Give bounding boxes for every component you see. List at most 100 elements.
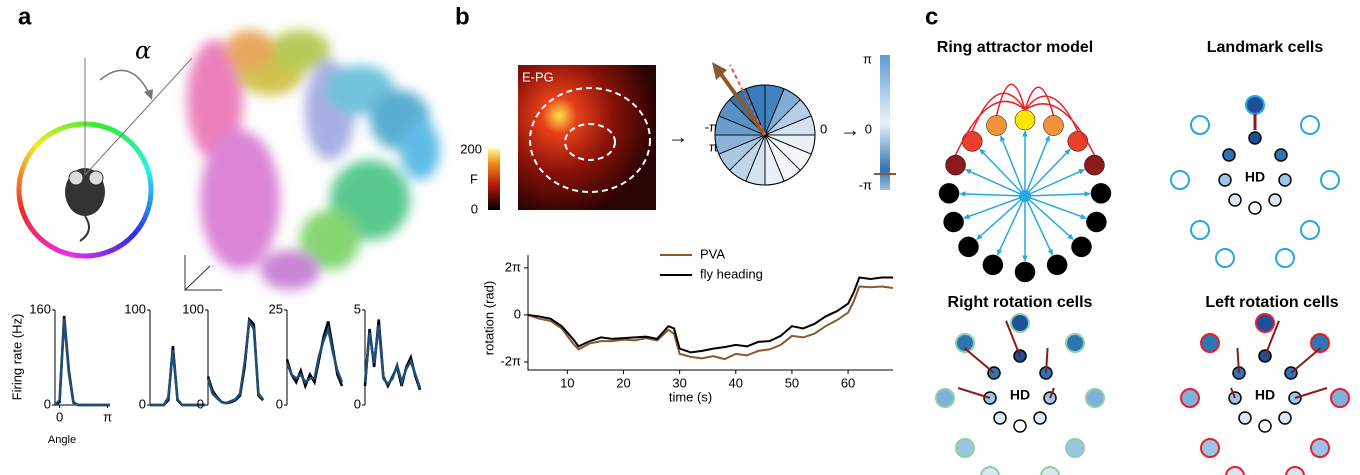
polar-sector (745, 84, 766, 136)
neuron (1046, 254, 1068, 276)
excitation (995, 83, 1026, 116)
neuron (1090, 183, 1112, 204)
outer-cell (1275, 248, 1295, 268)
y-tick-label: 0 (139, 396, 146, 411)
panel-label: b (455, 3, 470, 30)
y-tick-label: 0 (197, 396, 204, 411)
direction-line (84, 57, 193, 176)
outer-cell (1255, 313, 1275, 333)
inner-cell (1222, 148, 1236, 162)
cloud-blob (225, 30, 275, 70)
x-tick-label: 20 (616, 375, 630, 390)
arrow-head (1022, 255, 1028, 262)
diagram-title: Right rotation cells (948, 294, 1093, 311)
inner-cell (1248, 131, 1262, 145)
connection (1001, 138, 1026, 197)
inner-cell (1218, 173, 1232, 187)
neuron (958, 236, 979, 258)
outer-cell (1200, 438, 1220, 458)
inner-cell (1274, 148, 1288, 162)
outer-cell (1300, 220, 1320, 240)
neuron (1043, 115, 1064, 136)
outer-cell (1190, 115, 1210, 135)
angle-arrow (99, 69, 151, 96)
neuron (982, 254, 1004, 276)
connection (1024, 150, 1069, 197)
excitation (954, 100, 1026, 156)
inner-cell (1248, 201, 1262, 215)
x-tick-label: 30 (672, 375, 686, 390)
neuron (938, 183, 960, 204)
arrow-head (964, 169, 972, 175)
x-tick-label: π (103, 409, 112, 424)
neuron (986, 115, 1007, 136)
inner-cell (1013, 419, 1027, 433)
outer-cell (1065, 438, 1085, 458)
inner-cell (1278, 173, 1292, 187)
x-tick-label: 0 (56, 409, 63, 424)
outer-cell (1065, 333, 1085, 353)
point-cloud (187, 30, 440, 290)
arrow-head (1022, 130, 1028, 137)
outer-cell (1200, 333, 1220, 353)
line (527, 276, 893, 354)
mouse-ear (88, 170, 104, 186)
outer-cell (1180, 388, 1200, 408)
outer-cell (935, 388, 955, 408)
connection (1024, 170, 1082, 197)
inner-cell (1228, 193, 1242, 207)
rotation-arrow (1230, 387, 1236, 399)
rotation-arrow (1264, 320, 1280, 357)
rotation-arrow (957, 387, 991, 399)
diagram-title: Landmark cells (1207, 39, 1324, 56)
x-tick-label: 50 (785, 375, 799, 390)
connection (978, 195, 1026, 239)
outer-cell (1040, 466, 1060, 475)
axes (527, 255, 893, 371)
bar-label: π (863, 51, 872, 66)
neuron (961, 131, 983, 152)
arrow-head (975, 233, 983, 241)
connection (981, 150, 1026, 197)
pva-arrow (716, 68, 767, 137)
y-tick-label: 100 (124, 301, 146, 316)
legend-label: PVA (700, 246, 725, 261)
outer-cell (980, 466, 1000, 475)
image-label: E-PG (522, 69, 554, 84)
rotation-arrow (1236, 347, 1240, 374)
y-tick-label: 160 (29, 301, 51, 316)
heading-arrow (729, 64, 766, 136)
outer-cell (1010, 313, 1030, 333)
colorbar-label: 0 (471, 201, 478, 216)
outer-cell (1085, 388, 1105, 408)
arrow: → (668, 126, 688, 148)
colorbar (488, 148, 500, 210)
y-tick-label: 25 (269, 301, 283, 316)
arrow-head (1064, 148, 1071, 156)
inner-cell (1258, 419, 1272, 433)
arrow-head (1000, 134, 1006, 142)
axis-title: Firing rate (Hz) (9, 314, 24, 401)
rotation-arrow (1294, 387, 1328, 399)
arrow-head (959, 191, 966, 197)
x-tick-label: 40 (729, 375, 743, 390)
rotation-arrow (963, 347, 995, 374)
outer-cell (955, 333, 975, 353)
tuning-curve (54, 318, 110, 407)
bar-label: 0 (865, 121, 872, 136)
connection (1024, 193, 1087, 197)
panel-label: c (925, 3, 938, 30)
axis-glyph (184, 265, 211, 291)
mouse-tail (79, 215, 90, 242)
neuron (945, 154, 966, 176)
outer-cell (1320, 170, 1340, 190)
y-tick-label: -2π (500, 353, 521, 368)
colorbar-label: 200 (460, 141, 482, 156)
excitation (1024, 103, 1096, 156)
bar-label: -π (859, 177, 872, 192)
tuning-curve (206, 317, 264, 405)
arrow-head (1080, 213, 1088, 219)
rotation-arrow (1290, 347, 1322, 374)
inner-cell (1278, 411, 1292, 425)
outer-cell (1330, 388, 1350, 408)
